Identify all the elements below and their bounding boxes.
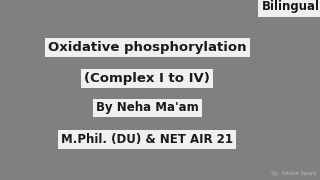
Text: (Complex I to IV): (Complex I to IV) — [84, 72, 210, 85]
Text: Bilingual: Bilingual — [262, 0, 320, 13]
Text: M.Phil. (DU) & NET AIR 21: M.Phil. (DU) & NET AIR 21 — [61, 133, 233, 146]
Text: Sp  Adobe Spark: Sp Adobe Spark — [271, 171, 317, 176]
Text: By Neha Ma'am: By Neha Ma'am — [96, 102, 199, 114]
Text: Oxidative phosphorylation: Oxidative phosphorylation — [48, 41, 246, 54]
